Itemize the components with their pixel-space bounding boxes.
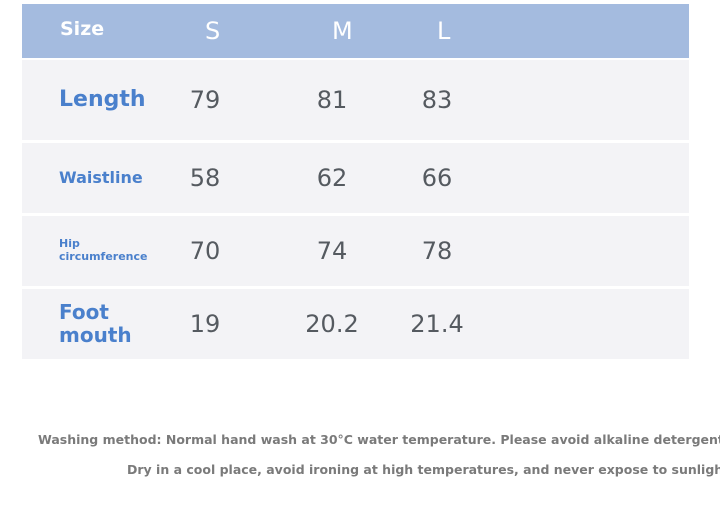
size-value: 62 xyxy=(316,164,348,192)
table-header: Size S M L xyxy=(22,4,689,58)
washing-note: Washing method: Normal hand wash at 30°C… xyxy=(38,432,720,447)
header-size: M xyxy=(332,17,353,45)
row-label: Hip circumference xyxy=(59,237,148,263)
table-row: Waistline 58 62 66 xyxy=(22,143,689,213)
size-value: 66 xyxy=(421,164,453,192)
size-value: 19 xyxy=(189,310,221,338)
row-label-cell: Waistline xyxy=(59,143,143,213)
size-value: 21.4 xyxy=(410,310,464,338)
size-value: 58 xyxy=(189,164,221,192)
table-row: Length 79 81 83 xyxy=(22,60,689,140)
size-value: 81 xyxy=(316,86,348,114)
header-label: Size xyxy=(60,18,105,40)
row-label-cell: Length xyxy=(59,60,146,140)
size-value: 70 xyxy=(189,237,221,265)
row-label-cell: Hip circumference xyxy=(59,216,151,286)
size-value: 79 xyxy=(189,86,221,114)
header-size: L xyxy=(437,17,451,45)
row-label-cell: Foot mouth xyxy=(59,289,139,359)
size-value: 83 xyxy=(421,86,453,114)
row-label: Length xyxy=(59,87,146,113)
row-label: Foot mouth xyxy=(59,300,132,347)
size-value: 20.2 xyxy=(305,310,359,338)
size-value: 78 xyxy=(421,237,453,265)
row-label: Waistline xyxy=(59,167,143,187)
table-row: Hip circumference 70 74 78 xyxy=(22,216,689,286)
drying-note: Dry in a cool place, avoid ironing at hi… xyxy=(127,462,720,477)
size-value: 74 xyxy=(316,237,348,265)
header-size: S xyxy=(205,17,221,45)
table-row: Foot mouth 19 20.2 21.4 xyxy=(22,289,689,359)
